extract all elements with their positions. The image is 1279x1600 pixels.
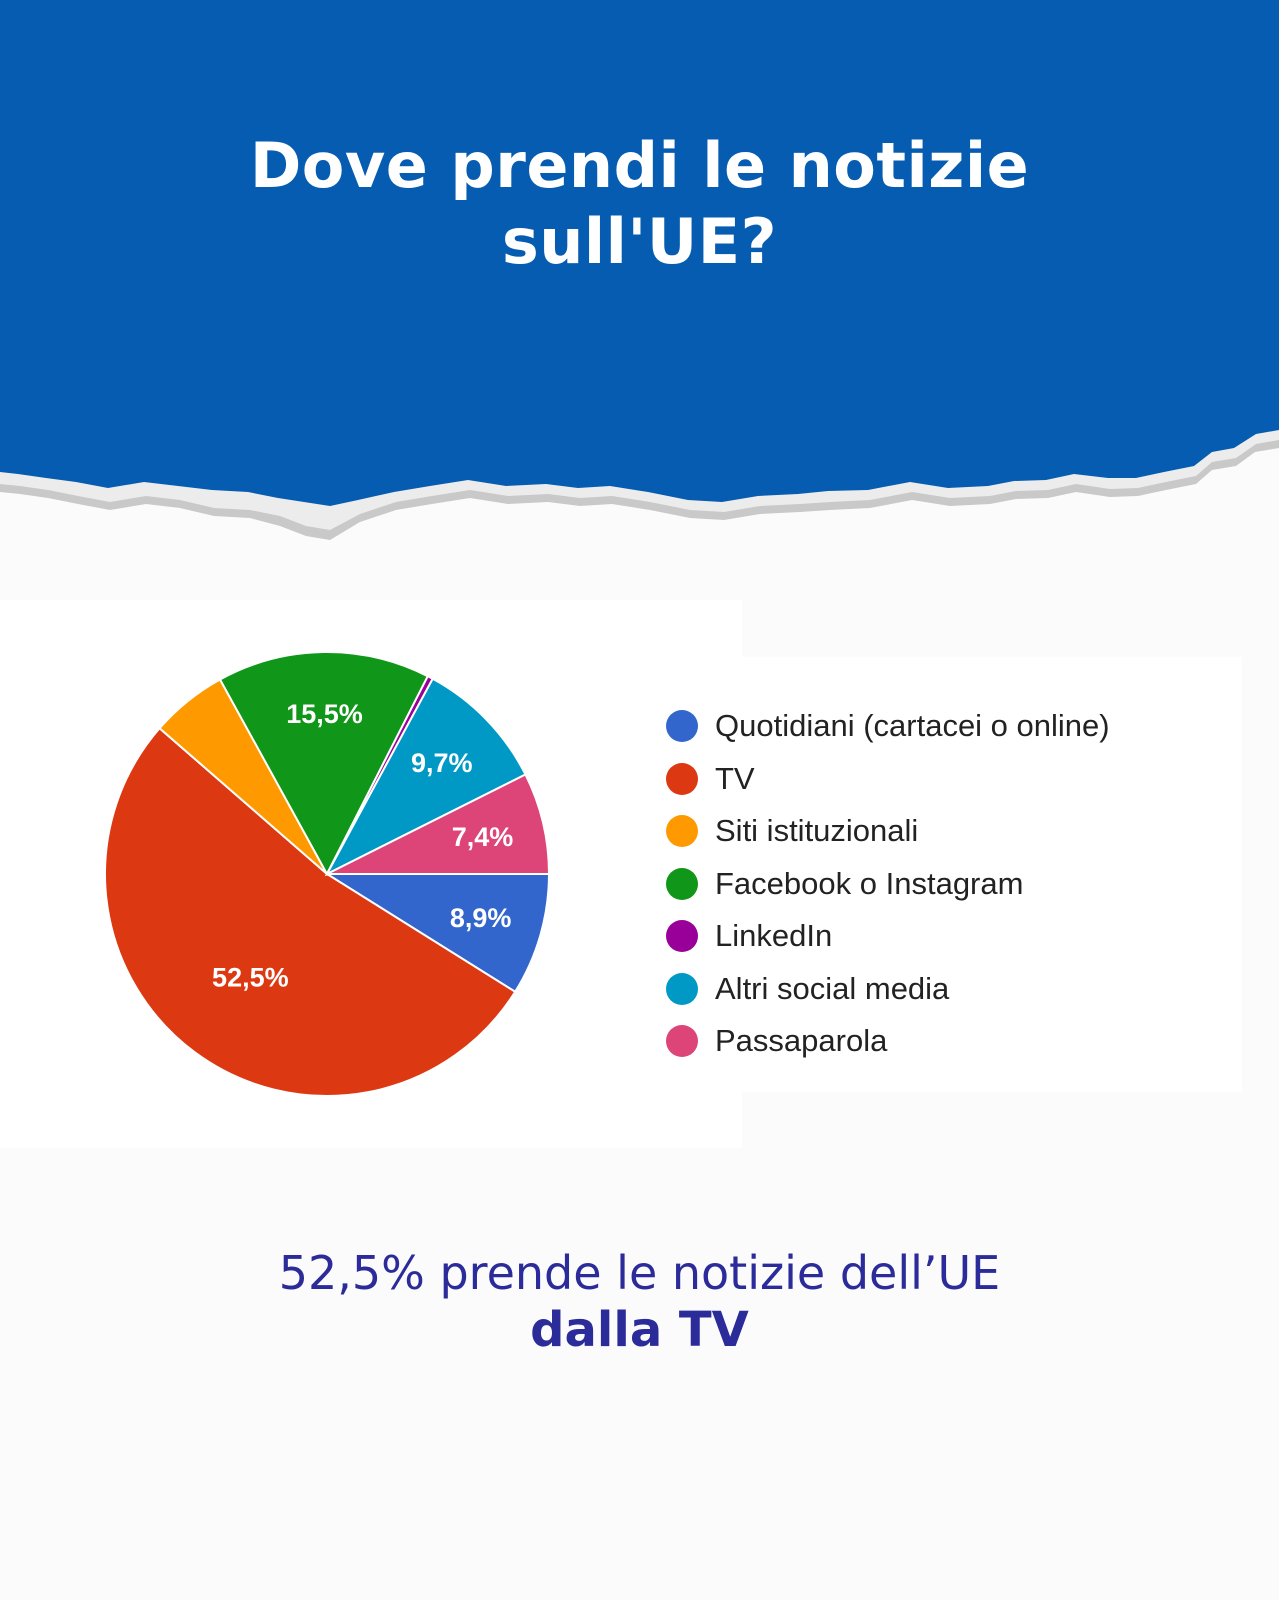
legend-panel	[742, 657, 1242, 1092]
legend-swatch-5	[666, 972, 698, 1005]
legend-item-3: Facebook o Instagram	[666, 858, 1110, 911]
title-line-2: sull'UE?	[501, 205, 778, 278]
pie-data-label-6: 7,4%	[452, 822, 514, 852]
legend-item-6: Passaparola	[666, 1015, 1110, 1068]
legend-item-5: Altri social media	[666, 963, 1110, 1016]
legend-label-0: Quotidiani (cartacei o online)	[715, 708, 1110, 744]
legend-item-1: TV	[666, 753, 1110, 806]
legend-label-2: Siti istituzionali	[715, 813, 919, 849]
torn-paper-banner	[0, 0, 1279, 540]
page-title: Dove prendi le notizie sull'UE?	[0, 128, 1279, 280]
legend-label-1: TV	[715, 760, 755, 796]
pie-slice-6	[326, 773, 551, 875]
legend-item-2: Siti istituzionali	[666, 805, 1110, 858]
pie-data-label-3: 15,5%	[286, 699, 363, 729]
pie-data-label-1: 52,5%	[212, 962, 289, 992]
pie-slice-3	[218, 651, 430, 877]
legend-label-4: LinkedIn	[715, 918, 833, 954]
legend-swatch-2	[666, 815, 698, 848]
legend-label-3: Facebook o Instagram	[715, 865, 1024, 901]
pie-slice-0	[323, 873, 551, 994]
legend-item-0: Quotidiani (cartacei o online)	[666, 700, 1110, 753]
pie-slice-5	[324, 677, 527, 877]
legend-swatch-6	[666, 1025, 698, 1058]
legend-swatch-0	[666, 710, 698, 743]
caption: 52,5% prende le notizie dell’UE dalla TV	[0, 1245, 1279, 1359]
title-line-1: Dove prendi le notizie	[249, 129, 1030, 202]
pie-slice-1	[104, 726, 517, 1097]
caption-line-2: dalla TV	[530, 1302, 749, 1358]
legend-label-5: Altri social media	[715, 970, 950, 1006]
pie-data-label-5: 9,7%	[411, 748, 473, 778]
legend-label-6: Passaparola	[715, 1023, 888, 1059]
header-banner: Dove prendi le notizie sull'UE?	[0, 0, 1279, 560]
legend-swatch-3	[666, 867, 698, 900]
legend-swatch-4	[666, 920, 698, 953]
legend-swatch-1	[666, 762, 698, 795]
caption-line-1: 52,5% prende le notizie dell’UE	[278, 1246, 1001, 1300]
legend-item-4: LinkedIn	[666, 910, 1110, 963]
pie-chart: 8,9% 52,5% 15,5% 9,7% 7,4%	[104, 651, 551, 1097]
banner-blue-fill	[0, 0, 1279, 506]
pie-data-label-0: 8,9%	[450, 903, 512, 933]
chart-legend: Quotidiani (cartacei o online) TV Siti ist…	[666, 700, 1110, 1068]
